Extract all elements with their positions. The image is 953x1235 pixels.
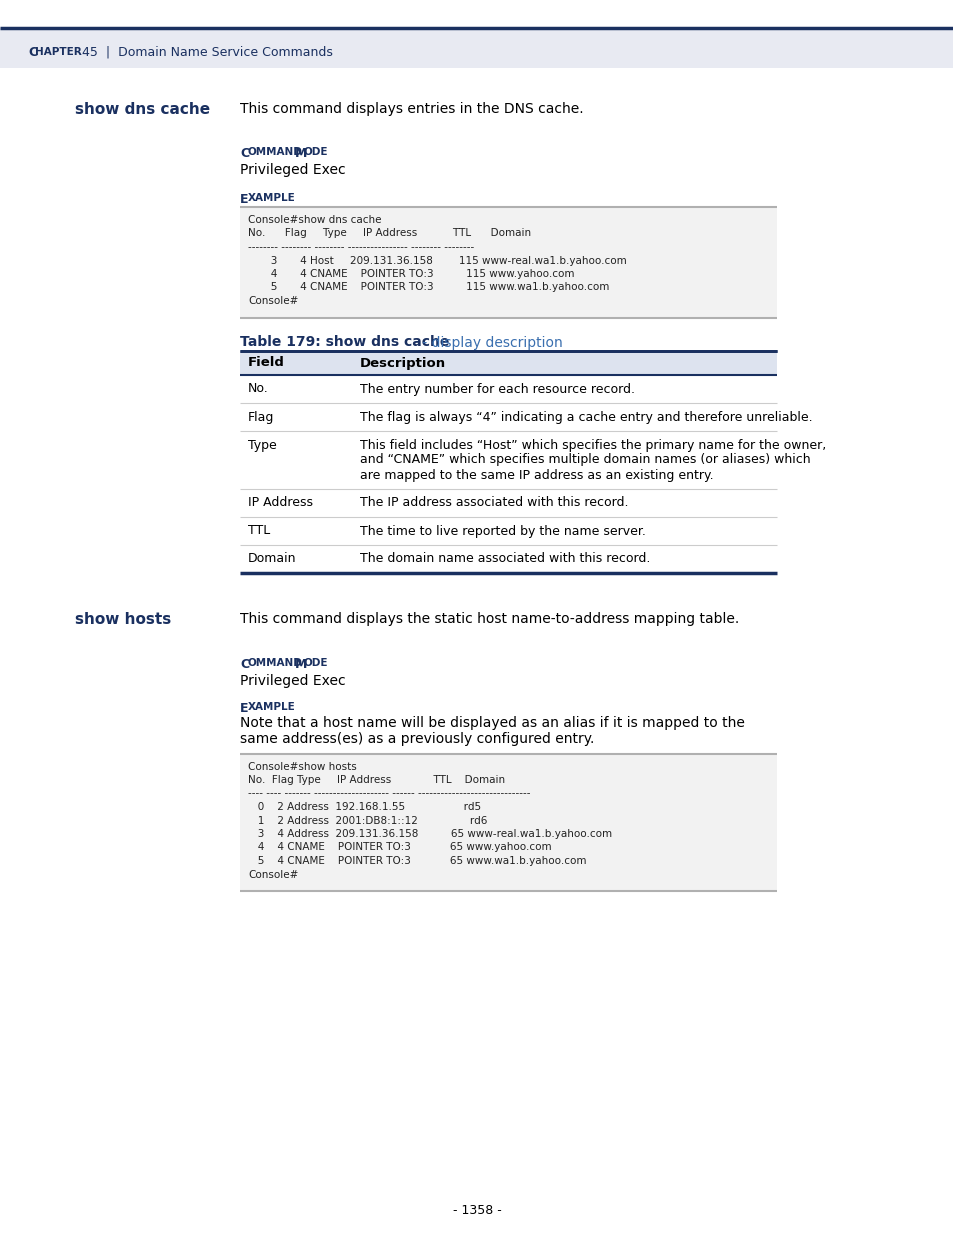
- Text: 5       4 CNAME    POINTER TO:3          115 www.wa1.b.yahoo.com: 5 4 CNAME POINTER TO:3 115 www.wa1.b.yah…: [248, 283, 609, 293]
- Text: This command displays entries in the DNS cache.: This command displays entries in the DNS…: [240, 103, 583, 116]
- Text: Table 179: show dns cache: Table 179: show dns cache: [240, 336, 449, 350]
- Text: show dns cache: show dns cache: [75, 103, 210, 117]
- Bar: [240, 207, 776, 317]
- Text: No.  Flag Type     IP Address             TTL    Domain: No. Flag Type IP Address TTL Domain: [248, 776, 504, 785]
- Text: OMMAND: OMMAND: [248, 147, 302, 157]
- Text: The time to live reported by the name server.: The time to live reported by the name se…: [359, 525, 645, 537]
- Text: OMMAND: OMMAND: [248, 657, 302, 667]
- Text: 1    2 Address  2001:DB8:1::12                rd6: 1 2 Address 2001:DB8:1::12 rd6: [248, 815, 487, 825]
- Text: show hosts: show hosts: [75, 613, 172, 627]
- Bar: [240, 753, 776, 890]
- Bar: [240, 351, 776, 374]
- Text: Privileged Exec: Privileged Exec: [240, 163, 345, 177]
- Bar: [0, 28, 953, 68]
- Text: HAPTER: HAPTER: [35, 47, 82, 57]
- Text: 5    4 CNAME    POINTER TO:3            65 www.wa1.b.yahoo.com: 5 4 CNAME POINTER TO:3 65 www.wa1.b.yaho…: [248, 856, 586, 866]
- Text: Console#: Console#: [248, 869, 298, 879]
- Text: Domain: Domain: [248, 552, 296, 566]
- Text: TTL: TTL: [248, 525, 270, 537]
- Text: XAMPLE: XAMPLE: [248, 193, 295, 203]
- Text: - 1358 -: - 1358 -: [452, 1204, 501, 1216]
- Text: C: C: [240, 147, 249, 161]
- Text: Field: Field: [248, 357, 285, 369]
- Text: No.      Flag     Type     IP Address           TTL      Domain: No. Flag Type IP Address TTL Domain: [248, 228, 531, 238]
- Text: ODE: ODE: [304, 147, 328, 157]
- Text: The domain name associated with this record.: The domain name associated with this rec…: [359, 552, 650, 566]
- Text: -------- -------- -------- ---------------- -------- --------: -------- -------- -------- -------------…: [248, 242, 474, 252]
- Text: M: M: [294, 657, 307, 671]
- Text: M: M: [294, 147, 307, 161]
- Text: E: E: [240, 701, 248, 715]
- Text: ---- ---- ------- -------------------- ------ ------------------------------: ---- ---- ------- -------------------- -…: [248, 788, 530, 799]
- Text: IP Address: IP Address: [248, 496, 313, 510]
- Text: The IP address associated with this record.: The IP address associated with this reco…: [359, 496, 628, 510]
- Text: Flag: Flag: [248, 410, 274, 424]
- Text: 0    2 Address  192.168.1.55                  rd5: 0 2 Address 192.168.1.55 rd5: [248, 802, 480, 811]
- Text: Console#: Console#: [248, 296, 298, 306]
- Text: 3    4 Address  209.131.36.158          65 www-real.wa1.b.yahoo.com: 3 4 Address 209.131.36.158 65 www-real.w…: [248, 829, 612, 839]
- Text: 45  |  Domain Name Service Commands: 45 | Domain Name Service Commands: [78, 46, 333, 58]
- Text: 3       4 Host     209.131.36.158        115 www-real.wa1.b.yahoo.com: 3 4 Host 209.131.36.158 115 www-real.wa1…: [248, 256, 626, 266]
- Text: No.: No.: [248, 383, 269, 395]
- Text: C: C: [28, 46, 37, 58]
- Text: E: E: [240, 193, 248, 206]
- Text: This field includes “Host” which specifies the primary name for the owner,
and “: This field includes “Host” which specifi…: [359, 438, 825, 482]
- Text: Note that a host name will be displayed as an alias if it is mapped to the
same : Note that a host name will be displayed …: [240, 715, 744, 746]
- Text: ODE: ODE: [304, 657, 328, 667]
- Text: The entry number for each resource record.: The entry number for each resource recor…: [359, 383, 635, 395]
- Text: 4    4 CNAME    POINTER TO:3            65 www.yahoo.com: 4 4 CNAME POINTER TO:3 65 www.yahoo.com: [248, 842, 551, 852]
- Text: 4       4 CNAME    POINTER TO:3          115 www.yahoo.com: 4 4 CNAME POINTER TO:3 115 www.yahoo.com: [248, 269, 574, 279]
- Text: C: C: [240, 657, 249, 671]
- Text: This command displays the static host name-to-address mapping table.: This command displays the static host na…: [240, 613, 739, 626]
- Text: Privileged Exec: Privileged Exec: [240, 673, 345, 688]
- Text: Console#show hosts: Console#show hosts: [248, 762, 356, 772]
- Text: Type: Type: [248, 438, 276, 452]
- Text: - display description: - display description: [417, 336, 562, 350]
- Text: Description: Description: [359, 357, 446, 369]
- Text: XAMPLE: XAMPLE: [248, 701, 295, 711]
- Text: The flag is always “4” indicating a cache entry and therefore unreliable.: The flag is always “4” indicating a cach…: [359, 410, 812, 424]
- Text: Console#show dns cache: Console#show dns cache: [248, 215, 381, 225]
